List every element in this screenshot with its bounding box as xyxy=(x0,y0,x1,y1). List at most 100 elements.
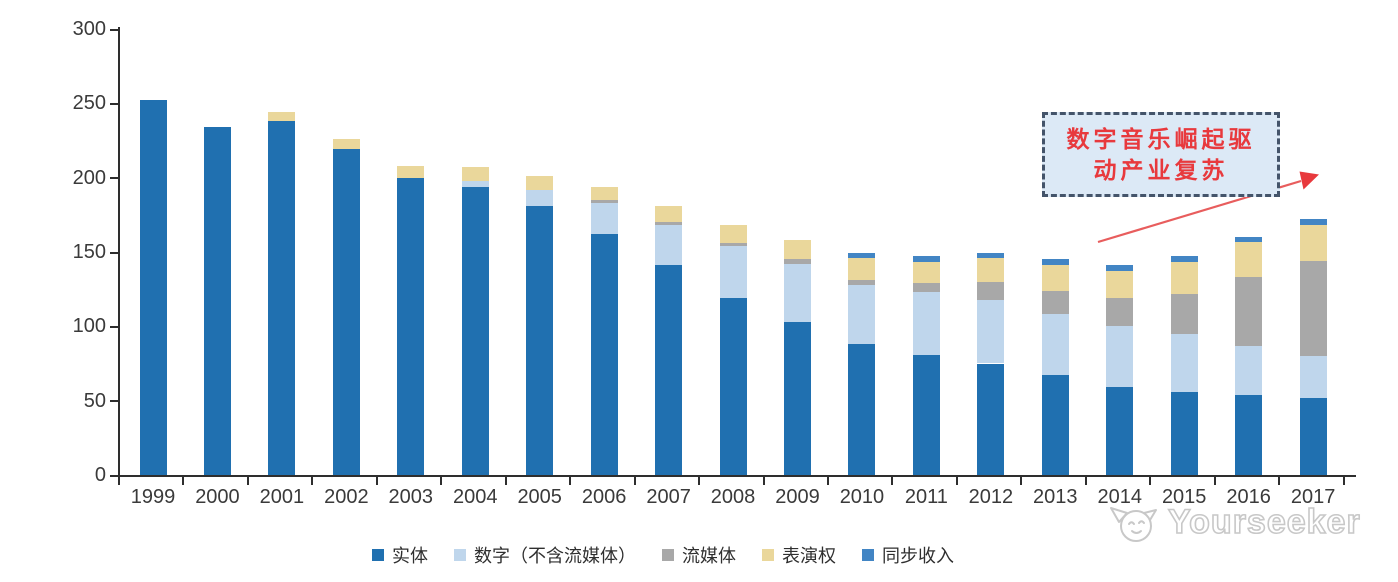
bar-segment-2013 xyxy=(1041,375,1069,475)
bar-segment-2012 xyxy=(977,257,1005,282)
annotation-callout: 数字音乐崛起驱 动产业复苏 xyxy=(1042,112,1280,197)
bar-segment-2006 xyxy=(590,186,618,200)
bar-segment-2007 xyxy=(655,222,683,226)
bar-segment-2009 xyxy=(784,259,811,264)
legend-label: 表演权 xyxy=(782,546,836,566)
x-axis-tick xyxy=(182,477,185,485)
y-axis-tick-label: 50 xyxy=(83,389,106,412)
x-axis-category-label: 2016 xyxy=(1226,486,1271,508)
x-axis-category-label: 2017 xyxy=(1290,486,1336,508)
y-axis-tick xyxy=(110,251,118,254)
bar-segment-2000 xyxy=(203,127,231,475)
x-axis-category-label: 2002 xyxy=(324,486,369,508)
bar-segment-2016 xyxy=(1235,394,1263,475)
bar-segment-2012 xyxy=(977,363,1005,475)
x-axis-tick xyxy=(633,477,636,485)
bar-segment-2004 xyxy=(461,180,489,187)
bar-segment-2002 xyxy=(332,149,360,475)
x-axis-tick xyxy=(569,477,572,485)
bar-segment-2010 xyxy=(848,284,876,345)
bar-segment-2003 xyxy=(397,177,425,475)
bar-segment-2004 xyxy=(461,167,489,181)
y-axis-line xyxy=(118,27,120,477)
bar-segment-2010 xyxy=(848,253,876,258)
legend-item: 同步收入 xyxy=(862,542,954,568)
x-axis-category-label: 2013 xyxy=(1033,486,1078,508)
x-axis-tick xyxy=(955,477,958,485)
bar-segment-2014 xyxy=(1106,265,1134,272)
legend-label: 实体 xyxy=(392,546,428,566)
y-axis-tick-label: 250 xyxy=(72,92,106,115)
watermark-text: Yourseeker xyxy=(1167,502,1361,542)
bar-segment-2016 xyxy=(1235,277,1263,346)
legend-label: 同步收入 xyxy=(882,546,954,566)
bar-segment-2011 xyxy=(912,283,940,293)
bar-segment-2005 xyxy=(526,176,554,190)
x-axis-tick xyxy=(311,477,314,485)
bar-segment-2014 xyxy=(1106,271,1134,299)
bar-segment-2016 xyxy=(1235,345,1263,395)
bar-segment-2013 xyxy=(1041,265,1069,291)
x-axis-tick xyxy=(762,477,765,485)
x-axis-category-label: 2010 xyxy=(839,486,885,508)
x-axis-category-label: 1999 xyxy=(130,486,176,508)
y-axis-tick xyxy=(110,102,118,105)
y-axis-tick xyxy=(110,400,118,403)
bar-segment-2013 xyxy=(1041,259,1069,266)
bar-segment-2011 xyxy=(912,292,940,355)
bar-segment-2014 xyxy=(1106,326,1134,388)
bar-segment-2017 xyxy=(1299,225,1327,261)
x-axis-category-label: 2003 xyxy=(388,486,434,508)
bar-segment-2017 xyxy=(1299,356,1327,398)
bar-segment-2005 xyxy=(526,205,554,475)
bar-segment-2010 xyxy=(848,257,876,281)
bar-segment-2001 xyxy=(268,121,296,475)
bar-segment-2015 xyxy=(1170,293,1198,334)
bar-segment-2017 xyxy=(1299,219,1327,226)
x-axis-line xyxy=(118,475,1356,477)
bar-segment-2012 xyxy=(977,253,1005,258)
x-axis-tick xyxy=(698,477,701,485)
bar-segment-2017 xyxy=(1299,260,1327,357)
legend-item: 流媒体 xyxy=(662,542,736,568)
bar-segment-2011 xyxy=(912,354,940,475)
x-axis-tick xyxy=(1020,477,1023,485)
legend-swatch-icon xyxy=(454,549,466,561)
bar-segment-2017 xyxy=(1299,397,1327,475)
x-axis-tick xyxy=(891,477,894,485)
legend-item: 数字（不含流媒体） xyxy=(454,542,636,568)
annotation-text-line2: 动产业复苏 xyxy=(1093,157,1229,183)
bar-segment-2008 xyxy=(719,243,747,247)
x-axis-category-label: 2012 xyxy=(968,486,1014,508)
watermark: Yourseeker xyxy=(1106,500,1361,544)
bar-segment-2003 xyxy=(397,165,425,178)
x-axis-tick xyxy=(826,477,829,485)
bar-segment-2007 xyxy=(655,205,683,223)
y-axis-tick-label: 100 xyxy=(72,315,106,338)
x-axis-category-label: 2000 xyxy=(195,486,240,508)
x-axis-tick xyxy=(1213,477,1216,485)
annotation-text-line1: 数字音乐崛起驱 xyxy=(1066,126,1256,152)
bar-segment-2002 xyxy=(332,139,360,150)
bar-segment-2012 xyxy=(977,281,1005,300)
bar-segment-2008 xyxy=(719,225,747,244)
y-axis-tick xyxy=(110,325,118,328)
bar-segment-2004 xyxy=(461,186,489,475)
bar-segment-2011 xyxy=(912,262,940,284)
bar-segment-2012 xyxy=(977,299,1005,364)
bar-segment-2015 xyxy=(1170,256,1198,263)
bar-segment-2008 xyxy=(719,298,747,475)
x-axis-tick xyxy=(375,477,378,485)
x-axis-tick xyxy=(246,477,249,485)
legend-item: 实体 xyxy=(372,542,428,568)
legend-swatch-icon xyxy=(862,549,874,561)
legend: 实体 数字（不含流媒体） 流媒体 表演权 同步收入 xyxy=(372,542,954,568)
bar-segment-2011 xyxy=(912,256,940,263)
x-axis-category-label: 2001 xyxy=(259,486,305,508)
bar-segment-2009 xyxy=(784,240,811,260)
bar-segment-2007 xyxy=(655,225,683,266)
y-axis-tick xyxy=(110,177,118,180)
bar-segment-2007 xyxy=(655,265,683,475)
legend-label: 数字（不含流媒体） xyxy=(474,546,636,566)
